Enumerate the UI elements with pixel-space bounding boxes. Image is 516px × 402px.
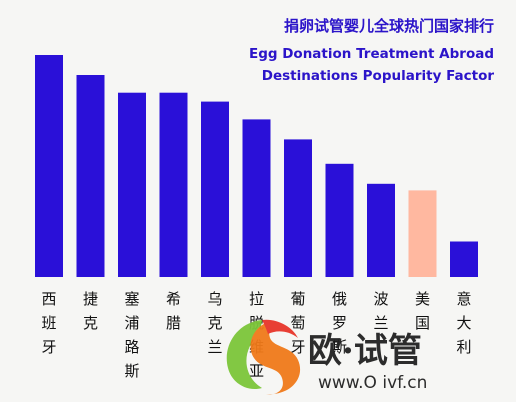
bar-0 bbox=[35, 55, 63, 277]
category-labels-group: 西班牙捷克塞浦路斯希腊乌克兰拉脱维亚葡萄牙俄罗斯波兰美国意大利 bbox=[41, 290, 471, 380]
bar-8 bbox=[367, 183, 395, 277]
category-label-0: 西班牙 bbox=[41, 290, 56, 356]
watermark-text: 欧·试管 bbox=[308, 331, 422, 371]
category-label-9: 美国 bbox=[415, 290, 430, 332]
bar-9 bbox=[408, 190, 437, 277]
category-label-7: 俄罗斯 bbox=[332, 290, 347, 356]
watermark: 欧·试管 www.O ivf.cn bbox=[226, 319, 427, 395]
category-label-1: 捷克 bbox=[83, 290, 98, 332]
category-label-3: 希腊 bbox=[166, 290, 181, 332]
watermark-url: www.O ivf.cn bbox=[318, 373, 427, 393]
bar-2 bbox=[118, 92, 146, 277]
category-label-2: 塞浦路斯 bbox=[124, 290, 139, 380]
watermark-logo bbox=[226, 319, 301, 395]
bar-4 bbox=[201, 101, 229, 277]
chart-title: 捐卵试管婴儿全球热门国家排行 bbox=[284, 17, 494, 35]
bar-5 bbox=[242, 119, 271, 278]
category-label-8: 波兰 bbox=[373, 290, 388, 332]
bars-group bbox=[35, 55, 478, 278]
bar-6 bbox=[284, 139, 312, 277]
bar-10 bbox=[450, 241, 478, 277]
chart-subtitle-line-1: Egg Donation Treatment Abroad bbox=[249, 46, 494, 62]
category-label-6: 葡萄牙 bbox=[290, 290, 305, 356]
bar-1 bbox=[76, 75, 105, 277]
chart-subtitle-line-2: Destinations Popularity Factor bbox=[262, 68, 495, 84]
bar-7 bbox=[325, 163, 354, 277]
category-label-4: 乌克兰 bbox=[207, 290, 222, 356]
bar-3 bbox=[159, 92, 188, 277]
category-label-10: 意大利 bbox=[456, 290, 471, 356]
